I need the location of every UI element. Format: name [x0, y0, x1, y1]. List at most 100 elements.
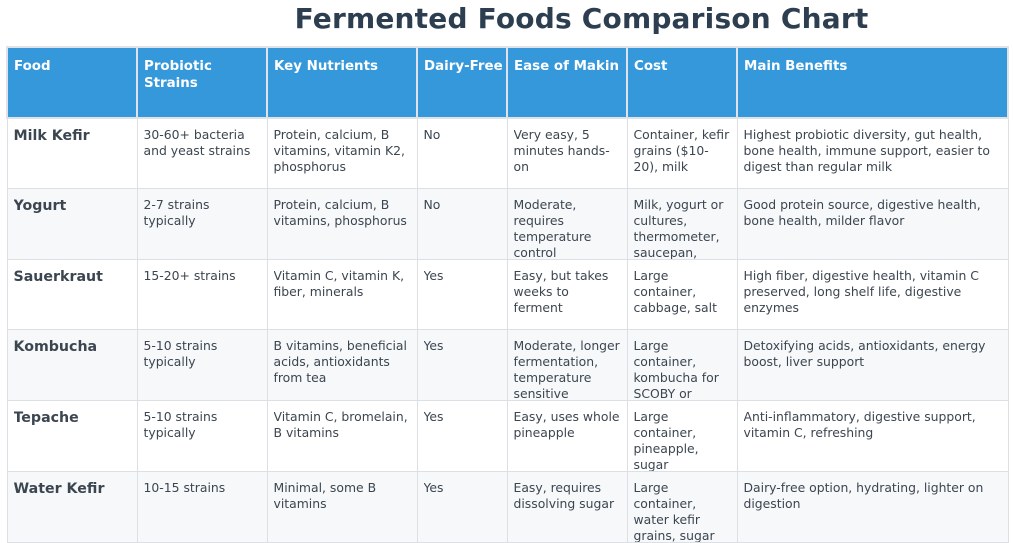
- cell-key-nutrients: Minimal, some B vitamins: [266, 470, 418, 543]
- cell-dairy-free: Yes: [416, 328, 508, 401]
- cell-text: Large container, kombucha for SCOBY or S…: [633, 337, 719, 400]
- table-row: Yogurt 2-7 strains typically Protein, ca…: [6, 187, 1009, 260]
- cell-text: 5-10 strains typically: [143, 337, 218, 369]
- cell-text: No: [423, 196, 441, 212]
- cell-text: Vitamin C, bromelain, B vitamins: [273, 408, 408, 440]
- cell-cost: Large container, water kefir grains, sug…: [626, 470, 738, 543]
- cell-text: Very easy, 5 minutes hands-on: [513, 127, 610, 174]
- cell-text: Container, kefir grains ($10-20), milk: [633, 127, 730, 174]
- cell-text: Milk Kefir: [13, 128, 90, 144]
- cell-key-nutrients: B vitamins, beneficial acids, antioxidan…: [266, 328, 418, 401]
- header-food: Food: [6, 46, 138, 119]
- comparison-table: Food Probiotic Strains Key Nutrients Dai…: [6, 46, 1009, 543]
- cell-food: Kombucha: [6, 328, 138, 401]
- cell-ease-of-making: Easy, requires dissolving sugar: [506, 470, 628, 543]
- header-dairy-free: Dairy-Free: [416, 46, 508, 119]
- cell-cost: Large container, cabbage, salt: [626, 258, 738, 330]
- cell-cost: Container, kefir grains ($10-20), milk: [626, 117, 738, 189]
- cell-text: Protein, calcium, B vitamins, phosphorus: [273, 196, 407, 228]
- cell-text: Milk, yogurt or cultures, thermometer, s…: [633, 196, 724, 259]
- cell-main-benefits: Anti-inflammatory, digestive support, vi…: [736, 399, 1009, 472]
- table-row: Sauerkraut 15-20+ strains Vitamin C, vit…: [6, 258, 1009, 330]
- cell-food: Yogurt: [6, 187, 138, 260]
- header-label: Cost: [634, 59, 668, 74]
- header-label: Ease of Makin: [514, 59, 619, 74]
- cell-text: Yes: [423, 337, 444, 353]
- cell-dairy-free: No: [416, 117, 508, 189]
- header-row: Food Probiotic Strains Key Nutrients Dai…: [6, 46, 1009, 119]
- header-label: Main Benefits: [744, 59, 848, 74]
- cell-text: Minimal, some B vitamins: [273, 479, 377, 511]
- cell-key-nutrients: Protein, calcium, B vitamins, phosphorus: [266, 187, 418, 260]
- cell-key-nutrients: Vitamin C, bromelain, B vitamins: [266, 399, 418, 472]
- cell-text: 15-20+ strains: [143, 267, 236, 283]
- cell-text: Tepache: [13, 409, 79, 426]
- cell-probiotic-strains: 10-15 strains: [136, 470, 268, 543]
- cell-ease-of-making: Moderate, longer fermentation, temperatu…: [506, 328, 628, 401]
- cell-text: Easy, requires dissolving sugar: [513, 479, 615, 511]
- header-probiotic-strains: Probiotic Strains: [136, 46, 268, 119]
- cell-text: Dairy-free option, hydrating, lighter on…: [743, 479, 984, 511]
- table-row: Milk Kefir 30-60+ bacteria and yeast str…: [6, 117, 1009, 189]
- cell-ease-of-making: Easy, uses whole pineapple: [506, 399, 628, 472]
- cell-dairy-free: Yes: [416, 399, 508, 472]
- cell-cost: Milk, yogurt or cultures, thermometer, s…: [626, 187, 738, 260]
- page-title: Fermented Foods Comparison Chart: [294, 2, 869, 35]
- cell-main-benefits: Good protein source, digestive health, b…: [736, 187, 1009, 260]
- header-cost: Cost: [626, 46, 738, 119]
- cell-text: Moderate, longer fermentation, temperatu…: [513, 337, 620, 400]
- cell-text: Detoxifying acids, antioxidants, energy …: [743, 337, 986, 369]
- cell-text: 30-60+ bacteria and yeast strains: [143, 127, 251, 158]
- cell-probiotic-strains: 2-7 strains typically: [136, 187, 268, 260]
- cell-probiotic-strains: 5-10 strains typically: [136, 399, 268, 472]
- header-key-nutrients: Key Nutrients: [266, 46, 418, 119]
- cell-text: No: [423, 127, 441, 142]
- header-ease-of-making: Ease of Makin: [506, 46, 628, 119]
- cell-food: Tepache: [6, 399, 138, 472]
- cell-main-benefits: Dairy-free option, hydrating, lighter on…: [736, 470, 1009, 543]
- cell-text: Good protein source, digestive health, b…: [743, 196, 981, 228]
- cell-cost: Large container, kombucha for SCOBY or S…: [626, 328, 738, 401]
- cell-text: B vitamins, beneficial acids, antioxidan…: [273, 337, 407, 385]
- cell-text: 5-10 strains typically: [143, 408, 218, 440]
- cell-text: Kombucha: [13, 338, 98, 355]
- cell-text: Large container, cabbage, salt: [633, 267, 717, 315]
- cell-main-benefits: Detoxifying acids, antioxidants, energy …: [736, 328, 1009, 401]
- table-row: Kombucha 5-10 strains typically B vitami…: [6, 328, 1009, 401]
- header-label: Dairy-Free: [424, 59, 503, 74]
- cell-text: Protein, calcium, B vitamins, vitamin K2…: [273, 127, 405, 174]
- cell-key-nutrients: Vitamin C, vitamin K, fiber, minerals: [266, 258, 418, 330]
- cell-ease-of-making: Very easy, 5 minutes hands-on: [506, 117, 628, 189]
- cell-text: Anti-inflammatory, digestive support, vi…: [743, 408, 976, 440]
- cell-key-nutrients: Protein, calcium, B vitamins, vitamin K2…: [266, 117, 418, 189]
- cell-text: Water Kefir: [13, 480, 105, 497]
- cell-text: Yes: [423, 479, 444, 495]
- table-row: Tepache 5-10 strains typically Vitamin C…: [6, 399, 1009, 472]
- cell-text: Yes: [423, 267, 444, 283]
- cell-text: Sauerkraut: [13, 268, 103, 285]
- cell-probiotic-strains: 15-20+ strains: [136, 258, 268, 330]
- cell-text: Easy, but takes weeks to ferment: [513, 267, 609, 315]
- cell-food: Water Kefir: [6, 470, 138, 543]
- cell-probiotic-strains: 30-60+ bacteria and yeast strains: [136, 117, 268, 189]
- cell-ease-of-making: Easy, but takes weeks to ferment: [506, 258, 628, 330]
- cell-dairy-free: Yes: [416, 258, 508, 330]
- cell-text: 2-7 strains typically: [143, 196, 210, 228]
- cell-text: Highest probiotic diversity, gut health,…: [743, 127, 990, 174]
- cell-text: Moderate, requires temperature control: [513, 196, 592, 259]
- header-label: Probiotic Strains: [144, 59, 212, 91]
- header-label: Key Nutrients: [274, 59, 378, 74]
- cell-text: Yogurt: [13, 197, 67, 214]
- cell-text: Easy, uses whole pineapple: [513, 408, 620, 440]
- cell-cost: Large container, pineapple, sugar: [626, 399, 738, 472]
- cell-dairy-free: Yes: [416, 470, 508, 543]
- cell-text: Yes: [423, 408, 444, 424]
- cell-probiotic-strains: 5-10 strains typically: [136, 328, 268, 401]
- cell-text: 10-15 strains: [143, 479, 226, 495]
- cell-dairy-free: No: [416, 187, 508, 260]
- header-label: Food: [14, 59, 51, 74]
- cell-main-benefits: High fiber, digestive health, vitamin C …: [736, 258, 1009, 330]
- header-main-benefits: Main Benefits: [736, 46, 1009, 119]
- cell-food: Sauerkraut: [6, 258, 138, 330]
- cell-main-benefits: Highest probiotic diversity, gut health,…: [736, 117, 1009, 189]
